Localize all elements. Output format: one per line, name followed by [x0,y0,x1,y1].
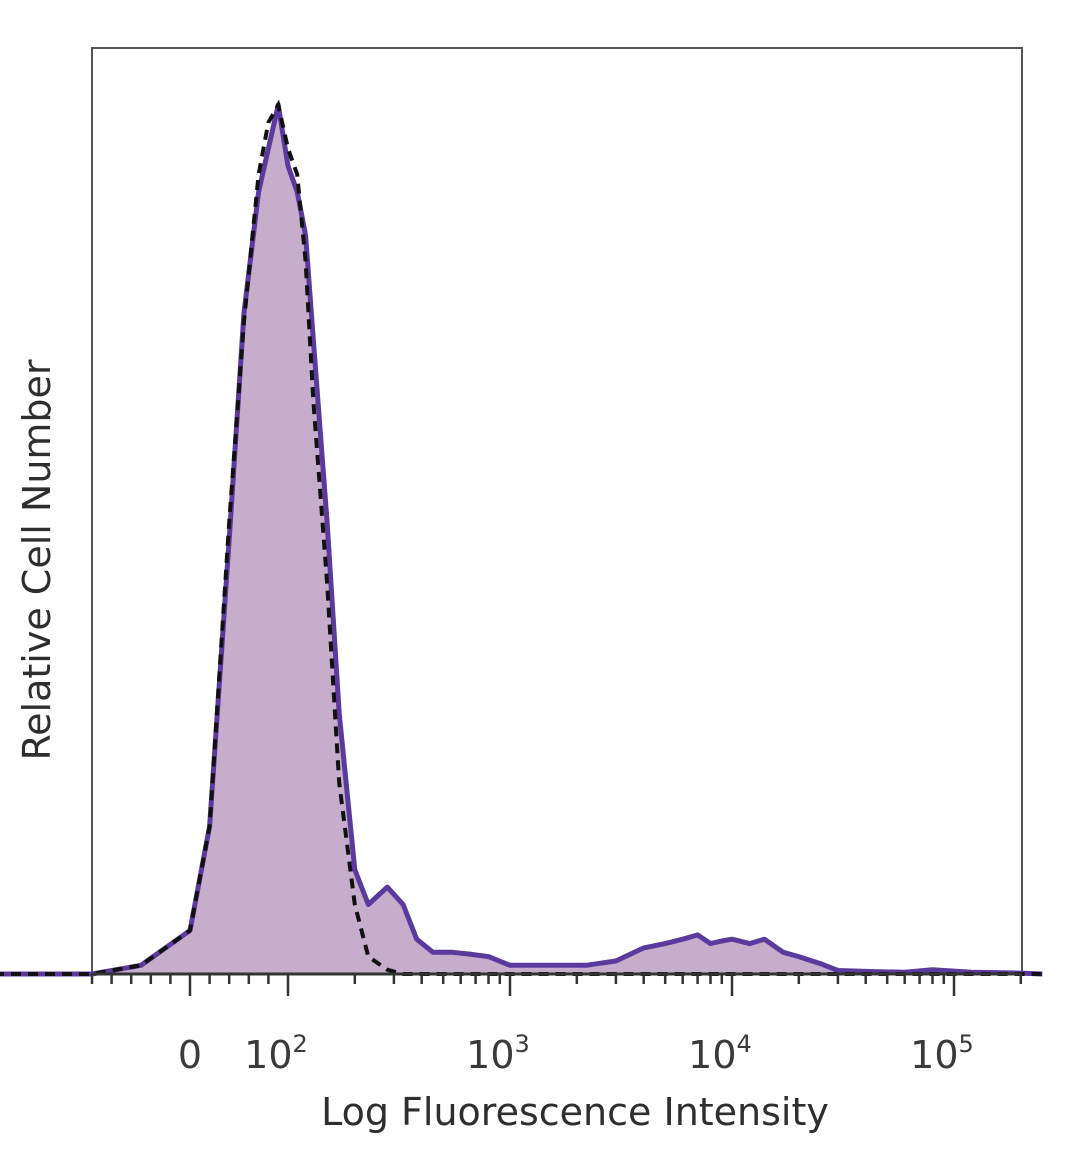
x-tick-label: 105 [910,1030,974,1077]
x-tick-label: 103 [466,1030,530,1077]
x-axis-tick-labels: 0 102 103 104 105 [178,1030,974,1077]
x-tick-label: 0 [178,1033,202,1077]
x-axis-ticks [90,974,1023,996]
stained-histogram-fill [0,105,1043,974]
x-tick-label: 104 [688,1030,752,1077]
stained-histogram-line [0,102,1043,977]
y-axis-title: Relative Cell Number [15,359,59,760]
x-axis-title: Log Fluorescence Intensity [321,1090,829,1134]
x-tick-label: 102 [244,1030,308,1077]
